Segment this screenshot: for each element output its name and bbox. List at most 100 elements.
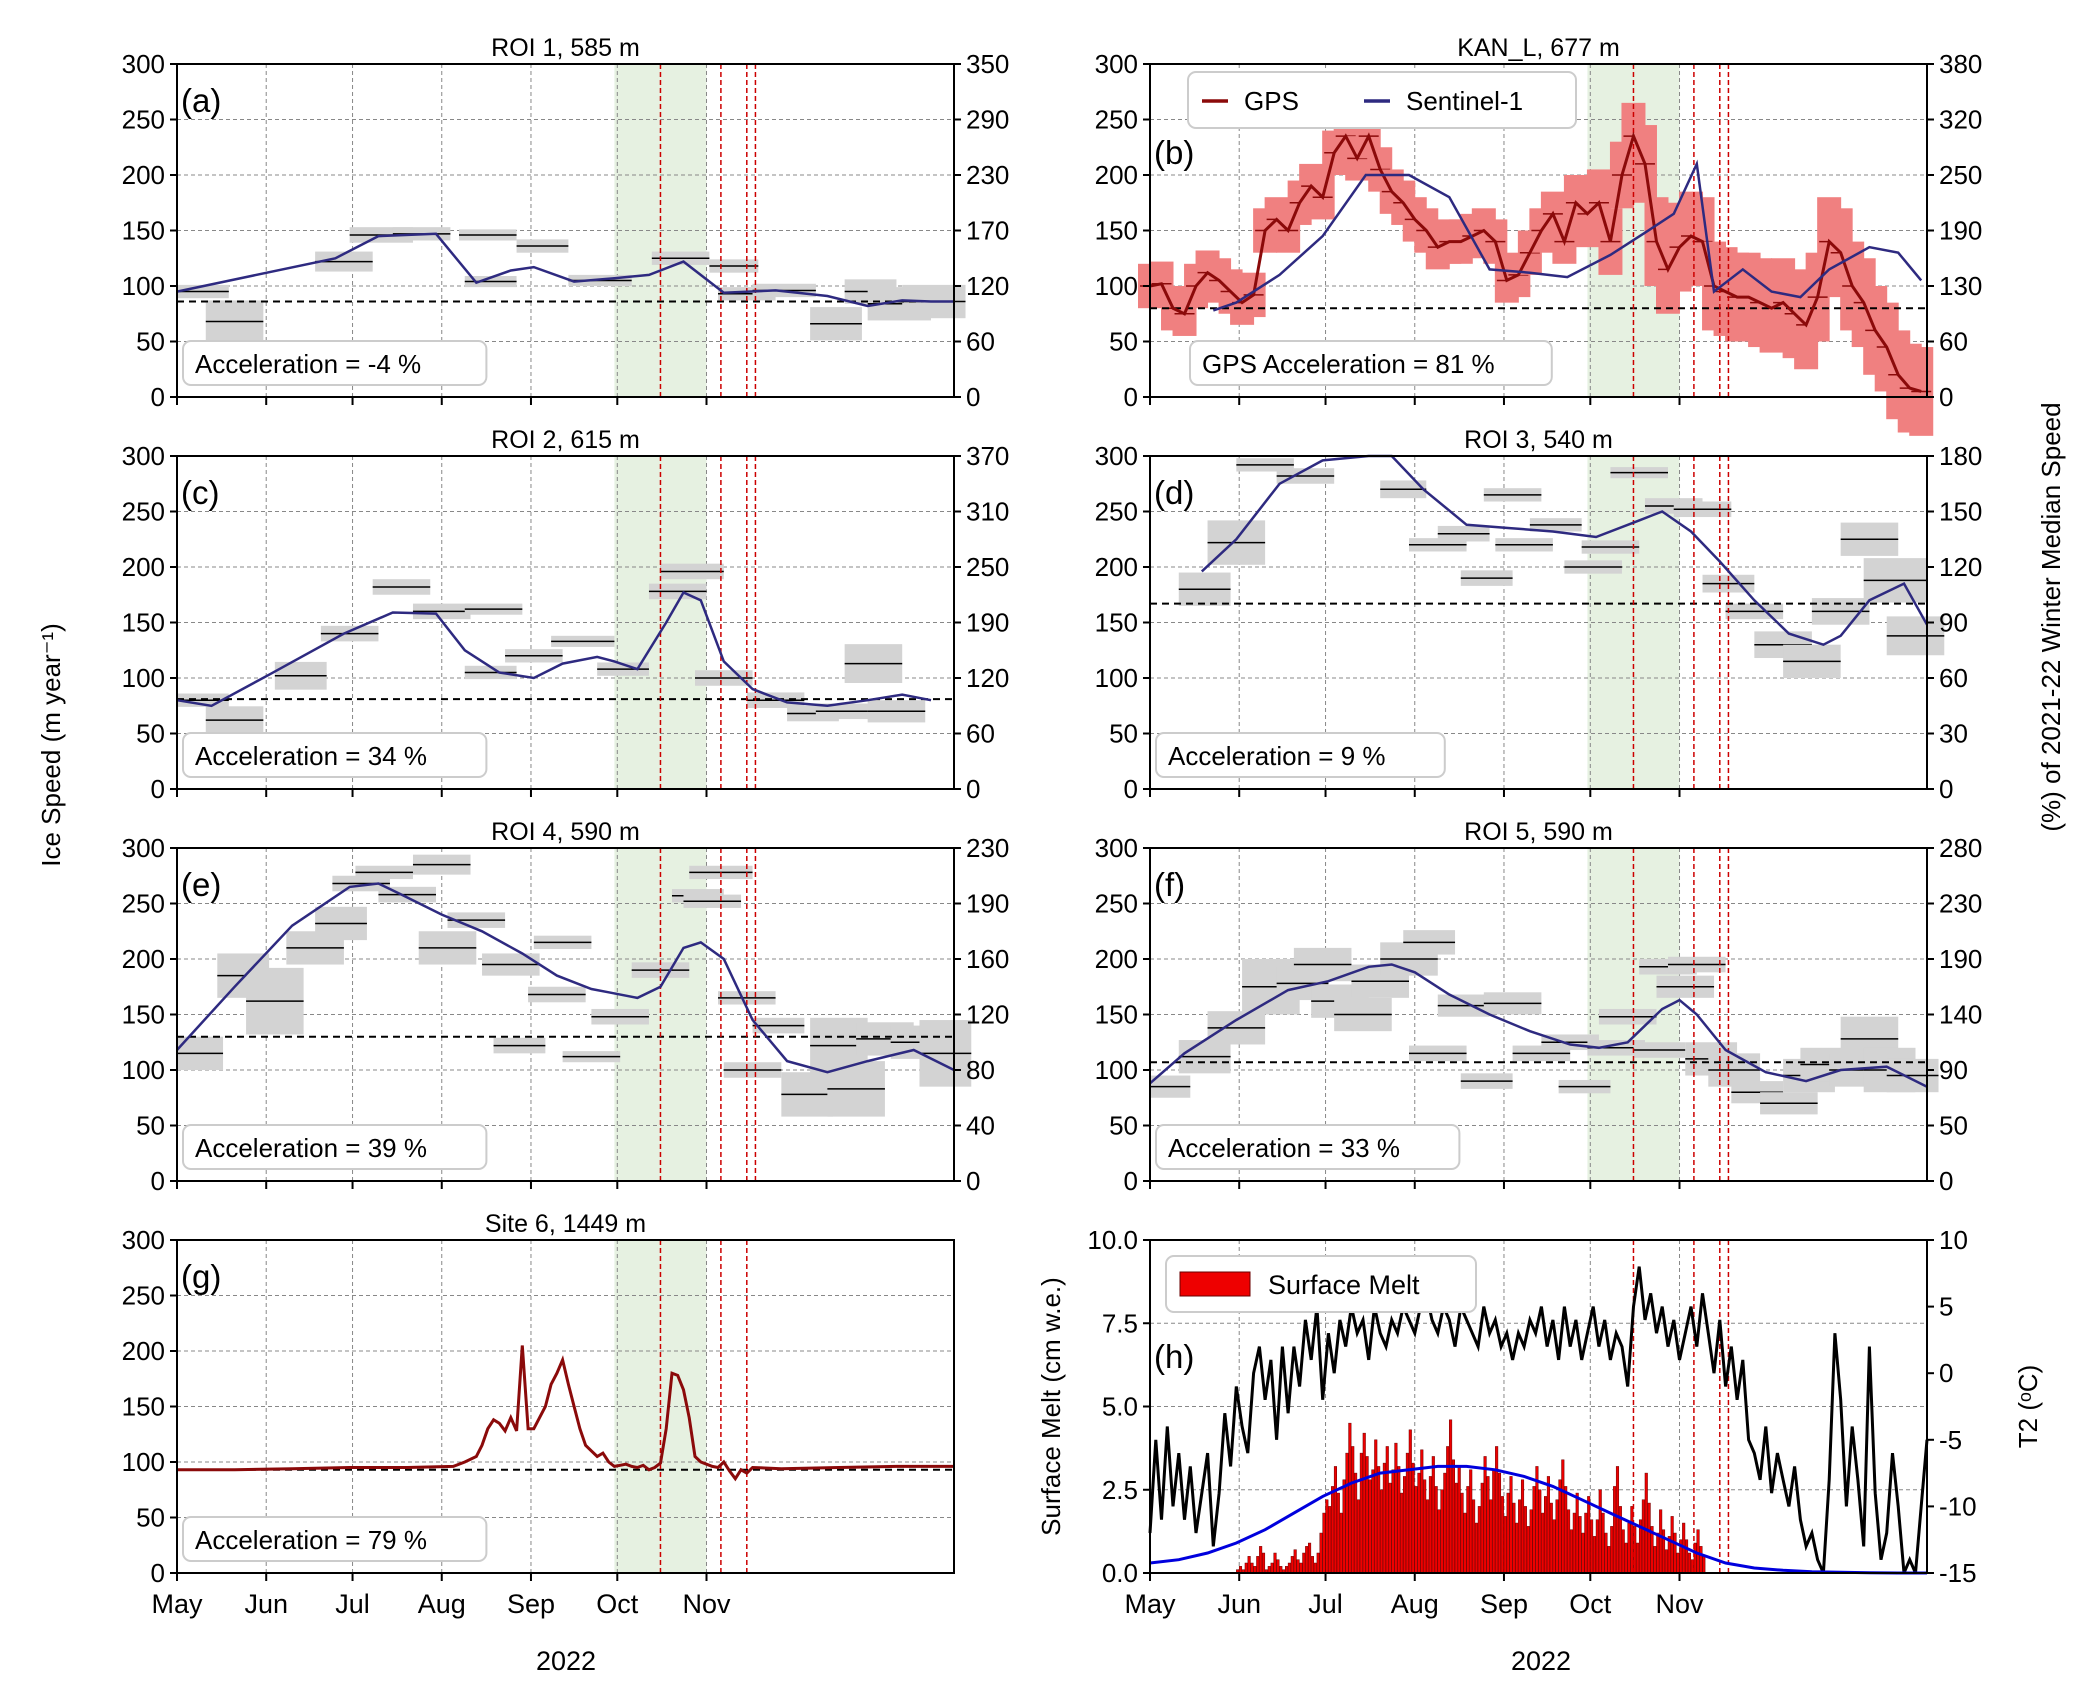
panel-title: ROI 5, 590 m [1464,818,1613,846]
panel-title: ROI 3, 540 m [1464,426,1613,454]
melt-bar [1584,1512,1588,1574]
right-tick-label: 190 [966,889,1009,919]
y-tick-label: 300 [1095,441,1138,471]
annotation-text: Acceleration = -4 % [195,349,421,379]
panel-a: 0 50 100 150 200 250 300 0 60 120 170 230 290 350 ROI … [122,34,1010,412]
melt-bar [1287,1562,1291,1574]
melt-bar [1541,1512,1545,1574]
y-tick-label: 7.5 [1102,1308,1138,1338]
right-tick-label: 0 [1939,1166,1953,1196]
melt-bar [1641,1499,1645,1574]
legend-swatch-melt [1179,1271,1251,1297]
melt-bar [1578,1516,1582,1574]
melt-bar [1356,1499,1361,1574]
y-tick-label: 150 [122,608,165,638]
left-ylabel: Ice Speed (m year⁻¹) [36,623,66,866]
melt-bar [1587,1496,1591,1574]
right-tick-label: 290 [966,105,1009,135]
right-tick-label: 130 [1939,271,1982,301]
melt-bar [1319,1532,1323,1574]
right-tick-label: 60 [1939,327,1968,357]
annotation-text: Acceleration = 9 % [1168,741,1386,771]
right-tick-label: 120 [966,1000,1009,1030]
melt-bar [1423,1479,1427,1574]
annotation-box [182,732,488,778]
right-tick-label: 120 [966,663,1009,693]
x-tick-label: Nov [683,1589,732,1619]
right-tick-label: 120 [1939,552,1982,582]
melt-bar [1256,1556,1260,1574]
melt-bar [1575,1492,1579,1574]
right-tick-label: 250 [966,552,1009,582]
melt-bar [1296,1559,1300,1574]
melt-bar [1293,1549,1297,1574]
right-tick-label: 80 [966,1055,995,1085]
melt-bar [1331,1486,1335,1574]
y-tick-label: 250 [1095,105,1138,135]
y-tick-label: 200 [1095,944,1138,974]
right-tick-label: 5 [1939,1292,1953,1322]
panels: 050100150200250300060120170230290350ROI … [122,34,2043,1619]
series-line [1149,1464,1927,1575]
melt-bar [1564,1486,1568,1574]
series-line [177,1345,954,1482]
annotation-text: Acceleration = 33 % [1168,1133,1400,1163]
panel-h-right-ylabel: T2 (ᵒC) [2013,1365,2043,1448]
y-tick-label: 250 [1095,497,1138,527]
melt-bar [1437,1509,1441,1574]
melt-bar [1388,1482,1392,1574]
y-tick-label: 100 [122,1055,165,1085]
y-tick-label: 200 [122,552,165,582]
melt-bar [1509,1476,1513,1574]
melt-bar [1463,1512,1467,1574]
melt-bar [1561,1459,1565,1574]
right-tick-label: 250 [1939,160,1982,190]
y-tick-label: 300 [1095,833,1138,863]
y-tick-label: 50 [136,327,165,357]
right-tick-label: 90 [1939,1055,1968,1085]
melt-bar [1549,1502,1553,1574]
panel-g: 0 50 100 150 200 250 300 May Jun Jul Aug Sep Oct Nov S… [122,1210,955,1619]
y-tick-label: 200 [1095,160,1138,190]
y-tick-label: 100 [122,1447,165,1477]
y-tick-label: 50 [1109,327,1138,357]
melt-bar [1270,1562,1274,1574]
panel-label: (d) [1154,474,1194,511]
melt-bar [1308,1542,1312,1574]
melt-bar [1417,1472,1421,1574]
melt-bar [1310,1556,1314,1574]
panel-title: Site 6, 1449 m [485,1210,646,1238]
melt-bar [1664,1549,1668,1574]
melt-bar [1670,1516,1674,1574]
melt-bar [1250,1562,1254,1574]
melt-bar [1276,1559,1280,1574]
melt-bar [1359,1452,1363,1574]
melt-bar [1699,1546,1703,1574]
melt-bar [1621,1529,1625,1574]
right-tick-label: 140 [1939,1000,1982,1030]
melt-bar [1371,1469,1375,1574]
panel-e: 0 50 100 150 200 250 300 0 40 80 120 160 190 230 ROI 4… [122,818,1010,1196]
melt-bar [1506,1492,1510,1574]
melt-bar [1489,1499,1493,1574]
melt-bar [1607,1546,1611,1574]
x-tick-label: Sep [1480,1589,1528,1619]
series-line [176,590,932,708]
melt-bar [1659,1509,1663,1574]
melt-bar [1428,1476,1432,1574]
panel-label: (e) [181,866,221,903]
melt-bar [1558,1479,1562,1574]
melt-bar [1451,1459,1455,1574]
panel-label: (g) [181,1258,221,1295]
y-tick-label: 0 [151,1558,165,1588]
series-line [176,882,955,1074]
melt-bar [1477,1506,1481,1574]
panel-d: 0 50 100 150 200 250 300 0 30 60 90 120 150 180 ROI 3,… [1095,426,1983,804]
melt-bar [1302,1552,1306,1574]
y-tick-label: 0 [151,382,165,412]
right-tick-label: 0 [966,1166,980,1196]
annotation-text: Acceleration = 79 % [195,1525,427,1555]
melt-bar [1546,1476,1550,1574]
panel-c: 0 50 100 150 200 250 300 0 60 120 190 250 310 370 ROI … [122,426,1010,804]
